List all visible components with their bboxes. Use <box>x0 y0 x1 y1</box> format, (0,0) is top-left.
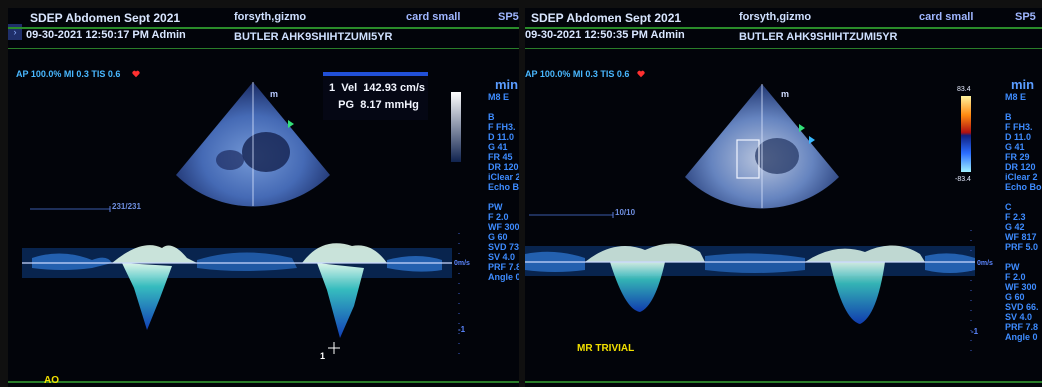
annotation-label: MR TRIVIAL <box>577 343 635 354</box>
frame-line-top <box>525 48 1042 49</box>
setting-line: M8 E <box>488 92 510 102</box>
setting-line: PRF 5.0 <box>1005 242 1039 252</box>
doppler-spectrum <box>22 243 452 338</box>
sweep-timeline <box>30 206 111 212</box>
cursor-index: 1 <box>320 351 326 361</box>
measurement-index: 1 <box>329 82 336 94</box>
orientation-marker: m <box>270 89 279 99</box>
doppler-spectrum <box>525 243 975 324</box>
setting-line: Echo Bo <box>488 182 519 192</box>
ultrasound-screen-left: › SDEP Abdomen Sept 2021 09-30-2021 12:5… <box>8 8 519 387</box>
setting-line: PW <box>488 202 503 212</box>
velocity-scale-label: -1 <box>458 325 466 334</box>
frame-line-bottom <box>525 381 1042 383</box>
setting-line: PRF 7.8 <box>488 262 519 272</box>
setting-line: G 42 <box>1005 222 1025 232</box>
setting-line: FR 29 <box>1005 152 1030 162</box>
measurement-cursor-icon <box>328 342 340 354</box>
b-mode-sector-image <box>176 82 330 207</box>
patient-name: forsyth,gizmo <box>739 11 812 23</box>
velocity-label: Vel <box>341 82 358 94</box>
setting-line: DR 120 <box>1005 162 1036 172</box>
setting-line: F 2.3 <box>1005 212 1026 222</box>
baseline-label: 0m/s <box>977 260 993 267</box>
velocity-scale-ticks <box>970 230 972 360</box>
setting-line: F FH3. <box>1005 122 1033 132</box>
sweep-counter: 231/231 <box>112 202 141 211</box>
patient-id: BUTLER AHK9SHIHTZUMI5YR <box>234 31 393 43</box>
velocity-scale-label: -1 <box>971 327 979 336</box>
preset-label: card small <box>406 11 461 23</box>
setting-line: SV 4.0 <box>1005 312 1033 322</box>
sweep-timeline <box>529 212 614 218</box>
measurement-panel: 1 Vel 142.93 cm/s PG 8.17 mmHg <box>323 72 428 120</box>
color-scale-bottom: -83.4 <box>955 176 971 183</box>
setting-line: FR 45 <box>488 152 513 162</box>
setting-line: SV 4.0 <box>488 252 516 262</box>
baseline-label: 0m/s <box>454 260 470 267</box>
setting-line: D 11.0 <box>1005 132 1032 142</box>
setting-line: G 41 <box>488 142 508 152</box>
setting-line: F 2.0 <box>488 212 509 222</box>
setting-line: SVD 73. <box>488 242 519 252</box>
setting-line: PW <box>1005 262 1020 272</box>
setting-line: G 41 <box>1005 142 1025 152</box>
pressure-gradient-label: PG <box>338 99 355 111</box>
side-panel-header: min <box>1011 77 1035 92</box>
setting-line: Echo Bo <box>1005 182 1042 192</box>
preset-label: card small <box>919 11 974 23</box>
setting-line: G 60 <box>1005 292 1025 302</box>
setting-line: B <box>488 112 495 122</box>
annotation-label: AO <box>44 375 59 386</box>
setting-line: iClear 2 <box>488 172 519 182</box>
setting-line: G 60 <box>488 232 508 242</box>
setting-line: Angle 0 <box>488 272 519 282</box>
setting-line: SVD 66. <box>1005 302 1039 312</box>
setting-line: Angle 0 <box>1005 332 1038 342</box>
heart-icon <box>132 70 140 78</box>
setting-line: D 11.0 <box>488 132 515 142</box>
probe-label: SP5 <box>1015 11 1036 23</box>
setting-line: F FH3. <box>488 122 516 132</box>
setting-line: WF 817 <box>1005 232 1037 242</box>
probe-label: SP5 <box>498 11 519 23</box>
setting-line: iClear 2 <box>1005 172 1038 182</box>
color-velocity-bar <box>961 96 971 172</box>
exam-datetime: 09-30-2021 12:50:17 PM Admin <box>26 29 186 41</box>
header-divider <box>525 27 1042 29</box>
setting-line: PRF 7.8 <box>1005 322 1039 332</box>
b-mode-sector-image <box>685 84 839 209</box>
heart-icon <box>637 70 645 78</box>
setting-line: F 2.0 <box>1005 272 1026 282</box>
side-panel-header: min <box>495 77 519 92</box>
velocity-scale-ticks <box>458 233 460 358</box>
exam-title: SDEP Abdomen Sept 2021 <box>531 11 682 25</box>
color-scale-top: 83.4 <box>957 86 971 93</box>
setting-line: WF 300 <box>1005 282 1037 292</box>
sweep-counter: 10/10 <box>615 208 636 217</box>
patient-id: BUTLER AHK9SHIHTZUMI5YR <box>739 31 898 43</box>
frame-line-top <box>8 48 519 49</box>
setting-line: WF 300 <box>488 222 519 232</box>
ultrasound-screen-right: SDEP Abdomen Sept 2021 09-30-2021 12:50:… <box>525 8 1042 387</box>
acoustic-power-readout: AP 100.0% MI 0.3 TIS 0.6 <box>525 69 630 79</box>
orientation-marker: m <box>781 89 790 99</box>
velocity-value: 142.93 cm/s <box>363 82 426 94</box>
setting-line: M8 E <box>1005 92 1027 102</box>
setting-line: C <box>1005 202 1012 212</box>
frame-line-bottom <box>8 381 519 383</box>
setting-line: B <box>1005 112 1012 122</box>
acoustic-power-readout: AP 100.0% MI 0.3 TIS 0.6 <box>16 69 121 79</box>
patient-name: forsyth,gizmo <box>234 11 307 23</box>
header-divider <box>8 27 519 29</box>
exam-title: SDEP Abdomen Sept 2021 <box>30 11 181 25</box>
grayscale-bar <box>451 92 461 162</box>
exam-datetime: 09-30-2021 12:50:35 PM Admin <box>525 29 685 41</box>
pressure-gradient-value: 8.17 mmHg <box>360 99 419 111</box>
setting-line: DR 120 <box>488 162 519 172</box>
